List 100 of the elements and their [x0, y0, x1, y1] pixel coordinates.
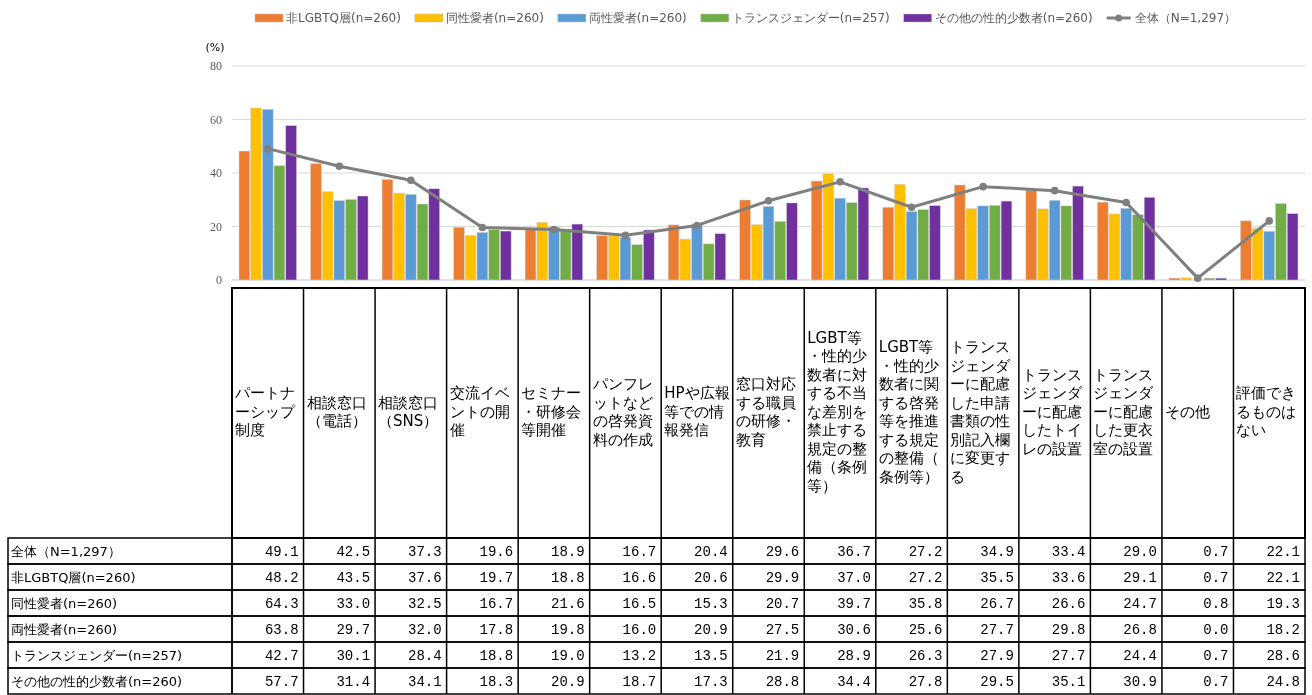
data-label: 29.0 [1123, 544, 1157, 560]
data-label: 0.7 [1203, 648, 1229, 664]
data-label: 34.4 [837, 674, 871, 690]
data-label: 27.8 [908, 674, 943, 690]
data-label: 42.5 [336, 544, 371, 560]
legend-label: トランスジェンダー(n=257) [731, 11, 890, 25]
data-label: 24.8 [1266, 674, 1300, 690]
point [263, 144, 272, 153]
x-tick-label: パートナーシップ制度 [234, 384, 296, 440]
data-label: 16.7 [479, 596, 514, 612]
x-tick-label: その他 [1164, 402, 1210, 421]
data-label: 19.8 [551, 622, 585, 638]
text: 両性愛者(n=260) [11, 622, 118, 637]
text: 全体（N=1,297） [11, 544, 121, 559]
data-label: 29.9 [765, 570, 800, 586]
text: 同性愛者(n=260) [11, 596, 118, 611]
point [1122, 198, 1130, 207]
data-label: 27.2 [908, 570, 943, 586]
data-label: 17.3 [694, 674, 728, 690]
data-label: 20.9 [694, 622, 728, 638]
data-label: 28.9 [837, 648, 871, 664]
data-label: 18.9 [551, 544, 585, 560]
data-label: 21.6 [551, 596, 585, 612]
data-label: 0.7 [1203, 544, 1229, 560]
legend-label: 全体（N=1,297） [1134, 11, 1237, 25]
x-tick-label: 相談窓口（電話） [306, 393, 367, 430]
data-label: 30.6 [837, 622, 871, 638]
data-label: 16.6 [622, 570, 657, 586]
data-label: 27.7 [980, 622, 1014, 638]
legend-label: 非LGBTQ層(n=260) [286, 11, 401, 25]
data-label: 18.2 [1266, 622, 1300, 638]
data-label: 19.3 [1266, 596, 1300, 612]
data-label: 19.0 [551, 648, 585, 664]
data-label: 13.2 [622, 648, 657, 664]
data-label: 16.7 [622, 544, 657, 560]
data-label: 19.6 [479, 544, 514, 560]
x-tick-label: パンフレットなどの啓発資料の作成 [591, 375, 653, 449]
data-label: 29.5 [980, 674, 1014, 690]
data-label: 33.6 [1051, 570, 1086, 586]
x-tick-label: 窓口対応する職員の研修・教育 [735, 375, 796, 449]
data-label: 26.6 [1051, 596, 1086, 612]
data-label: 37.6 [407, 570, 442, 586]
y-tick-label: 40 [210, 166, 222, 181]
data-label: 29.1 [1123, 570, 1157, 586]
point [550, 225, 558, 234]
data-label: 26.7 [980, 596, 1014, 612]
data-label: 24.4 [1123, 648, 1157, 664]
data-label: 37.3 [407, 544, 442, 560]
data-label: 39.7 [837, 596, 871, 612]
data-label: 18.8 [551, 570, 585, 586]
data-label: 29.6 [765, 544, 800, 560]
data-label: 22.1 [1266, 544, 1300, 560]
data-label: 18.3 [479, 674, 514, 690]
point [335, 162, 344, 171]
legend-label: その他の性的少数者(n=260) [934, 11, 1093, 25]
data-label: 34.9 [980, 544, 1014, 560]
data-label: 0.7 [1203, 674, 1229, 690]
text: トランスジェンダー(n=257) [11, 648, 183, 663]
data-label: 35.1 [1051, 674, 1086, 690]
data-label: 17.8 [479, 622, 514, 638]
text: その他の性的少数者(n=260) [11, 674, 183, 689]
data-label: 34.1 [407, 674, 442, 690]
point [478, 223, 487, 232]
data-label: 31.4 [336, 674, 371, 690]
data-label: 26.3 [908, 648, 943, 664]
data-label: 20.6 [694, 570, 728, 586]
point [1265, 217, 1274, 225]
data-label: 24.7 [1123, 596, 1157, 612]
data-label: 25.6 [908, 622, 943, 638]
data-label: 37.0 [837, 570, 871, 586]
point [1193, 274, 1202, 282]
x-tick-label: 相談窓口（SNS） [378, 393, 439, 430]
data-label: 29.7 [336, 622, 371, 638]
y-tick-label: 60 [210, 112, 222, 127]
data-label: 19.7 [479, 570, 514, 586]
data-label: 28.6 [1266, 648, 1300, 664]
x-tick-label: トランスジェンダーに配慮した更衣室の設置 [1093, 365, 1155, 458]
data-label: 26.8 [1123, 622, 1157, 638]
data-label: 64.3 [264, 596, 299, 612]
y-tick-label: 80 [210, 59, 222, 74]
y-tick-label: 0 [216, 273, 222, 288]
data-label: 18.7 [622, 674, 657, 690]
data-label: 35.5 [980, 570, 1014, 586]
category-label: LGBT等・性的少数者に対する不当な差別を禁止する規定の整備（条例等） [807, 328, 868, 495]
data-label: 32.5 [407, 596, 442, 612]
text: 非LGBTQ層(n=260) [11, 570, 136, 585]
data-label: 20.7 [765, 596, 800, 612]
point [621, 231, 630, 240]
legend-label: 両性愛者(n=260) [588, 11, 687, 25]
x-tick-label: LGBT等・性的少数者に関する啓発等を推進する規定の整備（条例等） [878, 338, 939, 486]
data-label: 0.0 [1203, 622, 1229, 638]
data-label: 63.8 [264, 622, 299, 638]
data-label: 33.0 [336, 596, 371, 612]
x-tick-label: 評価できるものはない [1236, 384, 1297, 440]
data-label: 15.3 [694, 596, 728, 612]
data-label: 42.7 [264, 648, 299, 664]
x-tick-label: HPや広報等での情報発信 [664, 384, 730, 440]
data-label: 13.5 [694, 648, 728, 664]
x-tick-label: セミナー・研修会等開催 [521, 384, 582, 440]
data-label: 21.9 [765, 648, 800, 664]
